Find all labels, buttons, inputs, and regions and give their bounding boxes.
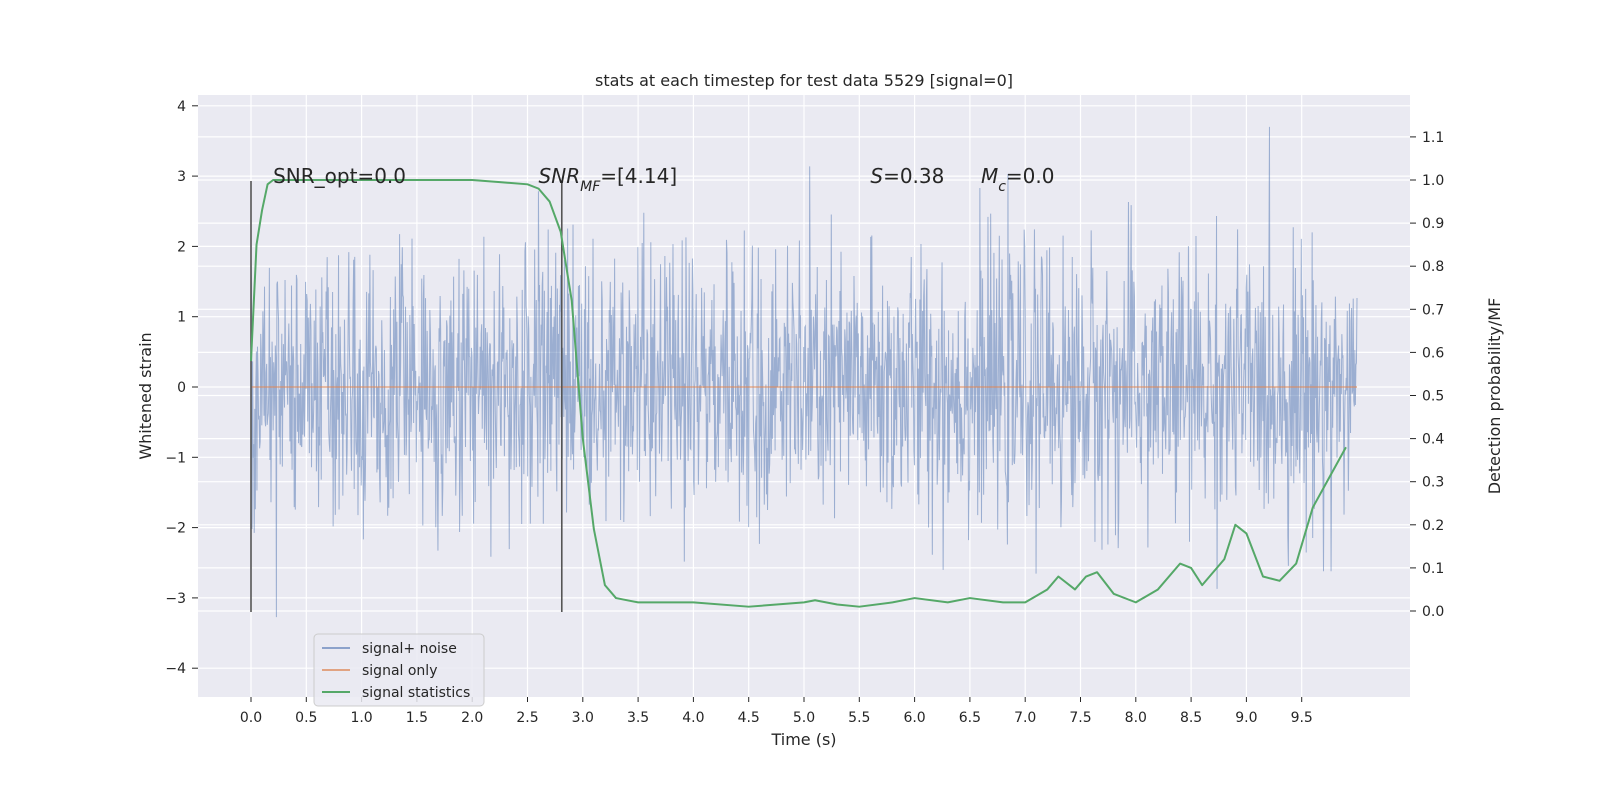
annotation-part: MF <box>580 179 601 195</box>
x-tick-label: 3.5 <box>627 710 649 726</box>
series-signal-statistics <box>250 179 1347 608</box>
annotation-text: SNRMF=[4.14] <box>539 164 678 195</box>
y-tick-label: −4 <box>165 661 186 677</box>
y-right-tick-label: 0.0 <box>1422 604 1444 620</box>
y-tick-label: −1 <box>165 450 186 466</box>
x-tick-label: 8.0 <box>1125 710 1147 726</box>
x-tick-label: 8.5 <box>1180 710 1202 726</box>
legend-label: signal+ noise <box>362 641 457 657</box>
annotations: SNR_opt=0.0 SNRMF=[4.14] S=0.38 Mc=0.0 <box>273 164 1054 195</box>
chart-title: stats at each timestep for test data 552… <box>595 71 1013 90</box>
legend: signal+ noise signal only signal statistic… <box>313 633 485 707</box>
y-axis-ticks: 4 3 2 1 0 −1 −2 −3 −4 <box>165 99 198 677</box>
y-right-tick-label: 0.9 <box>1422 216 1444 232</box>
annotation-text: S=0.38 <box>870 164 944 188</box>
signal-noise-line <box>250 126 1358 618</box>
x-tick-label: 7.0 <box>1014 710 1036 726</box>
y-tick-label: 2 <box>177 239 186 255</box>
signal-statistics-line <box>250 179 1347 608</box>
legend-label: signal only <box>362 663 437 679</box>
y-right-tick-label: 1.1 <box>1422 130 1444 146</box>
x-tick-label: 0.5 <box>295 710 317 726</box>
y-tick-label: −3 <box>165 591 186 607</box>
annotation-part: =[4.14] <box>600 164 677 188</box>
annotation-part: S <box>870 164 883 188</box>
y-right-tick-label: 0.4 <box>1422 432 1444 448</box>
x-tick-label: 6.5 <box>959 710 981 726</box>
legend-label: signal statistics <box>362 685 470 701</box>
x-tick-label: 1.0 <box>350 710 372 726</box>
x-axis-label: Time (s) <box>770 730 836 749</box>
annotation-part: c <box>998 179 1006 195</box>
x-tick-label: 2.5 <box>516 710 538 726</box>
x-tick-label: 7.5 <box>1069 710 1091 726</box>
annotation-text: Mc=0.0 <box>981 164 1055 195</box>
x-tick-label: 4.0 <box>682 710 704 726</box>
annotation-part: SNR <box>539 164 581 188</box>
x-tick-label: 9.0 <box>1235 710 1257 726</box>
x-axis-ticks: 0.0 0.5 1.0 1.5 2.0 2.5 3.0 3.5 4.0 4.5 5.0 5.5 6.0 6… <box>240 697 1313 726</box>
annotation-part: =0.0 <box>1006 164 1055 188</box>
y-axis-right-label: Detection probability/MF <box>1485 298 1504 495</box>
y-tick-label: 3 <box>177 169 186 185</box>
y-tick-label: 0 <box>177 380 186 396</box>
y-right-tick-label: 0.8 <box>1422 259 1444 275</box>
series-signal-noise <box>250 126 1358 618</box>
x-tick-label: 5.5 <box>848 710 870 726</box>
y-right-tick-label: 0.5 <box>1422 389 1444 405</box>
annotation-text: SNR_opt=0.0 <box>273 164 406 188</box>
legend-box <box>313 633 485 707</box>
annotation-part: M <box>981 164 998 188</box>
x-tick-label: 4.5 <box>738 710 760 726</box>
x-tick-label: 9.5 <box>1291 710 1313 726</box>
y-right-tick-label: 0.2 <box>1422 518 1444 534</box>
y-tick-label: 1 <box>177 310 186 326</box>
annotation-part: SNR_opt=0.0 <box>273 164 406 188</box>
annotation-part: =0.38 <box>883 164 944 188</box>
x-tick-label: 5.0 <box>793 710 815 726</box>
x-tick-label: 6.0 <box>903 710 925 726</box>
y-axis-label: Whitened strain <box>136 332 155 459</box>
y-right-tick-label: 1.0 <box>1422 173 1444 189</box>
x-tick-label: 3.0 <box>572 710 594 726</box>
x-tick-label: 1.5 <box>406 710 428 726</box>
y-right-tick-label: 0.6 <box>1422 345 1444 361</box>
y-tick-label: −2 <box>165 521 186 537</box>
marker-lines <box>250 181 563 612</box>
y-right-tick-label: 0.7 <box>1422 302 1444 318</box>
x-tick-label: 2.0 <box>461 710 483 726</box>
y-right-tick-label: 0.3 <box>1422 475 1444 491</box>
x-tick-label: 0.0 <box>240 710 262 726</box>
y-axis-right-ticks: 1.1 1.0 0.9 0.8 0.7 0.6 0.5 0.4 0.3 0.2 0.1 0.0 <box>1410 130 1444 620</box>
y-tick-label: 4 <box>177 99 186 115</box>
y-right-tick-label: 0.1 <box>1422 561 1444 577</box>
